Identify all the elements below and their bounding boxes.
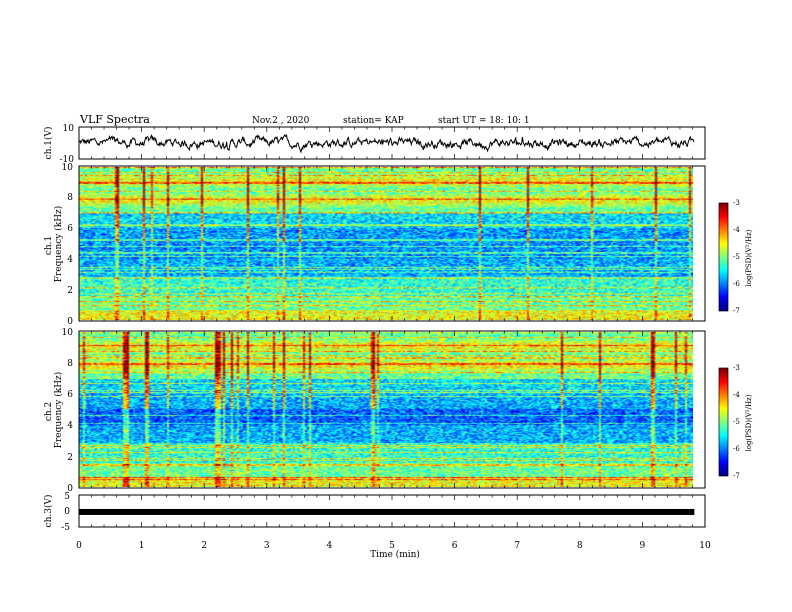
time-tick-label: 4 xyxy=(327,541,333,551)
ch2-colorbar-label: log(PSD)(V²/Hz) xyxy=(745,394,753,451)
ch1-freq-tick-4: 4 xyxy=(67,255,73,265)
ch2-freq-tick-10: 10 xyxy=(62,328,74,338)
ch2-cb-tick-m3: -3 xyxy=(733,364,740,372)
ch1-spectrogram-panel: 0 2 4 6 8 10 ch.1 Frequency (kHz) -3 -4 … xyxy=(44,163,753,327)
ch3-signal-frame xyxy=(78,494,706,528)
ch1-cb-tick-m4: -4 xyxy=(733,226,740,234)
ch2-freq-tick-8: 8 xyxy=(67,359,73,369)
ch2-cb-tick-m5: -5 xyxy=(733,418,740,426)
time-tick-label: 5 xyxy=(389,541,395,551)
ch1-spectrogram-frame xyxy=(78,165,706,322)
ch1-spectrogram-ylabel: ch.1 Frequency (kHz) xyxy=(44,206,64,283)
ch1-colorbar xyxy=(719,203,728,311)
ch1-waveform-ylabel: ch.1(V) xyxy=(43,127,54,160)
ch1-freq-tick-2: 2 xyxy=(67,286,73,296)
ch2-spectrogram-ylabel: ch.2 Frequency (kHz) xyxy=(44,372,64,449)
ch1-waveform-frame xyxy=(78,126,706,160)
ch2-cb-tick-m6: -6 xyxy=(733,445,740,453)
ch2-colorbar-ticks: -3 -4 -5 -6 -7 xyxy=(733,364,740,480)
ch1-cb-tick-m7: -7 xyxy=(733,307,740,315)
header-start-ut: start UT = 18: 10: 1 xyxy=(438,116,530,126)
ch1-cb-tick-m3: -3 xyxy=(733,199,740,207)
ch2-spectrogram-image xyxy=(79,332,693,487)
ch3-signal-ylabel: ch.3(V) xyxy=(43,495,54,528)
ch1-cb-tick-m6: -6 xyxy=(733,280,740,288)
ch2-ylabel-frequency: Frequency (kHz) xyxy=(53,372,64,449)
ch1-freq-tick-10: 10 xyxy=(62,163,74,173)
header-date: Nov.2 , 2020 xyxy=(252,116,310,126)
ch1-colorbar-label: log(PSD)(V²/Hz) xyxy=(745,229,753,286)
ch1-waveform-line xyxy=(78,133,695,154)
ch3-signal-panel: 5 0 -5 ch.3(V) xyxy=(43,492,706,533)
ch1-ylabel-channel: ch.1 xyxy=(44,236,54,255)
time-tick-label: 3 xyxy=(264,541,270,551)
ch2-cb-tick-m7: -7 xyxy=(733,472,740,480)
ch3-ytick-m5: -5 xyxy=(61,523,70,533)
ch2-spectrogram-panel: 0 2 4 6 8 10 ch.2 Frequency (kHz) -3 -4 … xyxy=(44,328,753,494)
time-tick-label: 6 xyxy=(452,541,458,551)
ch2-freq-tick-2: 2 xyxy=(67,453,73,463)
ch3-ytick-5: 5 xyxy=(64,492,70,502)
time-tick-label: 0 xyxy=(76,541,82,551)
ch1-ytick-top: 10 xyxy=(63,124,75,134)
ch1-spectrogram-image xyxy=(79,167,693,320)
ch1-ylabel-frequency: Frequency (kHz) xyxy=(53,206,64,283)
time-tick-label: 8 xyxy=(577,541,583,551)
ch1-colorbar-ticks: -3 -4 -5 -6 -7 xyxy=(733,199,740,315)
ch1-colorbar-frame xyxy=(718,202,729,312)
ch2-cb-tick-m4: -4 xyxy=(733,391,740,399)
time-tick-label: 10 xyxy=(699,541,711,551)
time-tick-label: 1 xyxy=(139,541,145,551)
ch1-freq-tick-6: 6 xyxy=(67,224,73,234)
figure-title: VLF Spectra xyxy=(79,113,150,126)
ch2-freq-tick-6: 6 xyxy=(67,390,73,400)
time-tick-label: 2 xyxy=(201,541,207,551)
time-tick-label: 7 xyxy=(514,541,520,551)
time-tick-label: 9 xyxy=(640,541,646,551)
ch2-colorbar-frame xyxy=(718,367,729,477)
time-axis-tick-labels: 0 1 2 3 4 5 6 7 8 9 10 xyxy=(76,541,711,551)
ch2-ylabel-channel: ch.2 xyxy=(44,402,54,421)
ch1-cb-tick-m5: -5 xyxy=(733,253,740,261)
header-station: station= KAP xyxy=(343,116,404,126)
ch3-ytick-0: 0 xyxy=(64,507,70,517)
time-axis-label: Time (min) xyxy=(370,549,420,560)
ch1-freq-tick-8: 8 xyxy=(67,193,73,203)
ch1-freq-tick-0: 0 xyxy=(67,317,73,327)
ch1-ytick-bottom: -10 xyxy=(60,155,75,165)
ch2-freq-tick-4: 4 xyxy=(67,421,73,431)
ch2-colorbar xyxy=(719,368,728,476)
ch2-freq-tick-0: 0 xyxy=(67,484,73,494)
ch3-signal-trace xyxy=(79,508,695,515)
ch2-spectrogram-frame xyxy=(78,330,706,489)
ch1-waveform-panel: 10 -10 ch.1(V) xyxy=(43,124,706,165)
